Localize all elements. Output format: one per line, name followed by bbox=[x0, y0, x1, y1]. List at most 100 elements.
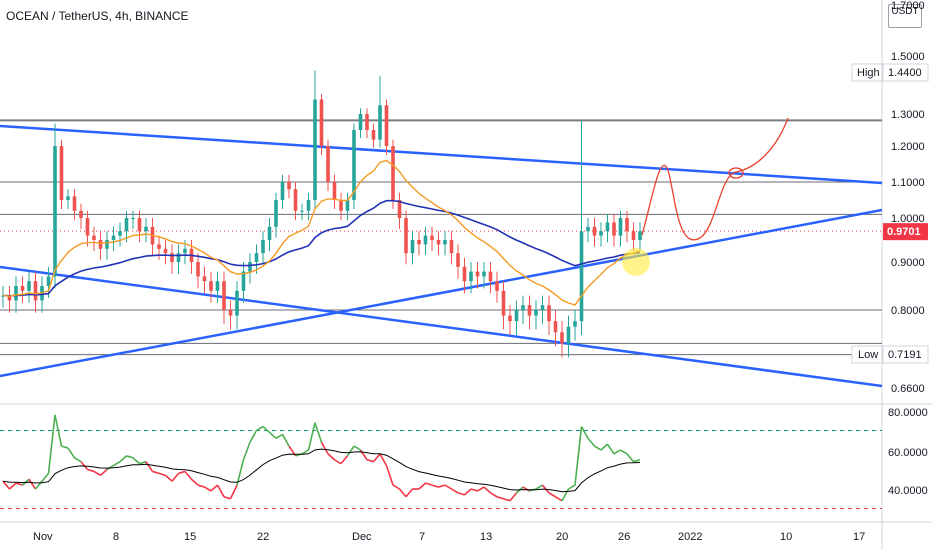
candle-body bbox=[313, 99, 317, 200]
candle-body bbox=[235, 290, 239, 316]
rsi-signal-line bbox=[2, 448, 641, 493]
trendline-upper bbox=[0, 124, 882, 185]
rsi-segment bbox=[223, 496, 231, 500]
rsi-segment bbox=[268, 431, 277, 439]
rsi-segment bbox=[463, 488, 472, 496]
rsi-segment bbox=[249, 430, 258, 443]
rsi-segment bbox=[594, 445, 602, 451]
candle-body bbox=[488, 271, 493, 282]
price-tick: 0.9000 bbox=[891, 257, 925, 269]
candle-body bbox=[111, 235, 116, 240]
price-unit-label[interactable]: USDT bbox=[888, 4, 922, 28]
rsi-segment bbox=[210, 484, 219, 492]
candle-body bbox=[196, 262, 200, 277]
high-value-box bbox=[882, 63, 929, 82]
rsi-segment bbox=[398, 488, 407, 498]
price-tick: 1.1000 bbox=[891, 177, 925, 189]
rsi-segment bbox=[152, 470, 160, 475]
candle-body bbox=[137, 218, 142, 232]
trendline-lower bbox=[0, 265, 882, 388]
candle-body bbox=[553, 321, 558, 333]
rsi-segment bbox=[548, 492, 556, 498]
rsi-segment bbox=[15, 482, 23, 486]
rsi-segment bbox=[113, 461, 121, 467]
candle-body bbox=[534, 310, 538, 316]
candle-body bbox=[300, 210, 304, 212]
candle-body bbox=[605, 222, 610, 232]
ma-fast-line bbox=[2, 159, 641, 306]
rsi-segment bbox=[385, 465, 394, 486]
high-label: High bbox=[857, 67, 880, 79]
rsi-segment bbox=[54, 414, 63, 447]
candle-body bbox=[7, 295, 12, 301]
candle-body bbox=[521, 305, 525, 310]
candle-body bbox=[384, 105, 389, 146]
candle-body bbox=[365, 114, 369, 130]
time-tick: 7 bbox=[419, 531, 425, 543]
rsi-segment bbox=[483, 486, 492, 494]
candle-body bbox=[345, 200, 350, 211]
price-pane bbox=[0, 70, 882, 388]
candle-body bbox=[306, 200, 311, 211]
candle-body bbox=[261, 240, 265, 254]
candle-body bbox=[33, 281, 38, 301]
candle-body bbox=[241, 271, 246, 291]
rsi-segment bbox=[561, 488, 570, 502]
rsi-segment bbox=[320, 441, 329, 455]
rsi-segment bbox=[229, 484, 238, 500]
candle-body bbox=[176, 253, 181, 262]
candle-body bbox=[46, 276, 51, 286]
low-value: 0.7191 bbox=[888, 349, 922, 361]
rsi-segment bbox=[613, 449, 621, 455]
rsi-segment bbox=[444, 484, 452, 490]
rsi-segment bbox=[132, 457, 141, 465]
rsi-segment bbox=[522, 486, 530, 492]
time-tick: 2022 bbox=[678, 531, 702, 543]
candle-body bbox=[592, 226, 597, 236]
candle-body bbox=[417, 240, 421, 245]
candle-body bbox=[72, 196, 77, 211]
candle-body bbox=[599, 231, 603, 236]
rsi-segment bbox=[600, 443, 609, 451]
rsi-segment bbox=[197, 484, 205, 488]
last-price-badge bbox=[883, 223, 928, 241]
rsi-segment bbox=[509, 492, 518, 502]
rsi-segment bbox=[568, 484, 576, 490]
rsi-segment bbox=[451, 488, 459, 494]
candle-body bbox=[248, 262, 252, 272]
rsi-segment bbox=[74, 457, 82, 463]
low-value-box bbox=[882, 345, 929, 364]
candle-body bbox=[92, 235, 96, 240]
rsi-segment bbox=[626, 453, 635, 463]
rsi-segment bbox=[275, 433, 283, 439]
rsi-axis[interactable]: 80.0000 60.0000 40.0000 bbox=[888, 407, 928, 497]
trendline-support bbox=[0, 208, 882, 378]
rsi-segment bbox=[535, 484, 543, 490]
candle-body bbox=[66, 196, 70, 200]
candle-body bbox=[170, 253, 174, 262]
rsi-segment bbox=[145, 461, 154, 472]
candle-body bbox=[358, 114, 363, 130]
candle-body bbox=[144, 226, 148, 232]
rsi-segment bbox=[431, 484, 439, 488]
rsi-segment bbox=[190, 478, 199, 486]
rsi-segment bbox=[353, 445, 361, 451]
candle-body bbox=[124, 218, 129, 232]
rsi-tick: 40.0000 bbox=[888, 485, 928, 497]
candle-body bbox=[462, 266, 467, 282]
time-axis[interactable]: Nov 8 15 22 Dec 7 13 20 26 2022 10 17 bbox=[33, 531, 865, 543]
price-tick: 0.8000 bbox=[891, 305, 925, 317]
low-label: Low bbox=[858, 349, 878, 361]
candle-body bbox=[352, 130, 356, 200]
candle-body bbox=[469, 271, 473, 282]
high-label-box bbox=[851, 63, 883, 82]
rsi-segment bbox=[164, 474, 173, 482]
candle-body bbox=[397, 200, 402, 218]
chart-title: OCEAN / TetherUS, 4h, BINANCE bbox=[6, 9, 189, 23]
rsi-tick: 60.0000 bbox=[888, 447, 928, 459]
candle-body bbox=[332, 182, 337, 200]
candle-body bbox=[326, 146, 330, 182]
candle-body bbox=[319, 99, 324, 146]
price-axis[interactable]: 1.7000 1.5000 1.3000 1.2000 1.1000 1.000… bbox=[851, 0, 929, 395]
